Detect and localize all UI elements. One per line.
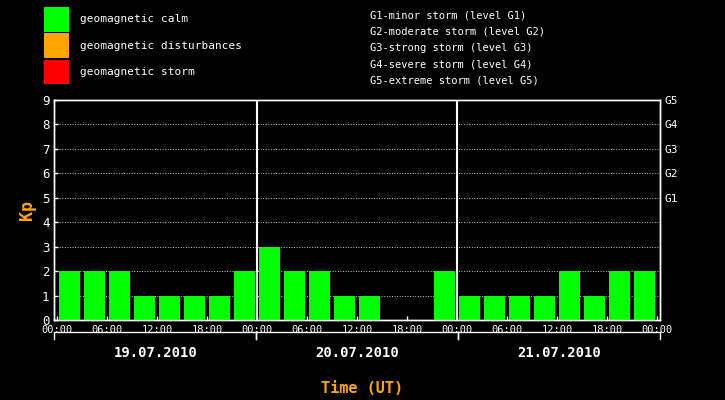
Bar — [509, 296, 530, 320]
Text: G3-strong storm (level G3): G3-strong storm (level G3) — [370, 43, 532, 53]
Bar — [84, 271, 105, 320]
Bar — [359, 296, 380, 320]
Bar — [44, 60, 69, 84]
Text: geomagnetic storm: geomagnetic storm — [80, 67, 194, 77]
Bar — [134, 296, 155, 320]
Text: G2-moderate storm (level G2): G2-moderate storm (level G2) — [370, 27, 544, 37]
Bar — [434, 271, 455, 320]
Text: geomagnetic calm: geomagnetic calm — [80, 14, 188, 24]
Bar — [309, 271, 330, 320]
Bar — [159, 296, 180, 320]
Text: 20.07.2010: 20.07.2010 — [315, 346, 399, 360]
Text: G5-extreme storm (level G5): G5-extreme storm (level G5) — [370, 76, 539, 86]
Bar — [259, 247, 280, 320]
Text: G1-minor storm (level G1): G1-minor storm (level G1) — [370, 10, 526, 20]
Bar — [484, 296, 505, 320]
Bar — [334, 296, 355, 320]
Bar — [584, 296, 605, 320]
Text: G4-severe storm (level G4): G4-severe storm (level G4) — [370, 59, 532, 69]
Bar — [634, 271, 655, 320]
Y-axis label: Kp: Kp — [18, 200, 36, 220]
Bar — [44, 7, 69, 32]
Text: geomagnetic disturbances: geomagnetic disturbances — [80, 41, 241, 51]
Text: 19.07.2010: 19.07.2010 — [113, 346, 197, 360]
Bar — [459, 296, 480, 320]
Bar — [559, 271, 580, 320]
Bar — [44, 34, 69, 58]
Bar — [534, 296, 555, 320]
Text: 21.07.2010: 21.07.2010 — [517, 346, 601, 360]
Bar — [609, 271, 630, 320]
Text: Time (UT): Time (UT) — [321, 381, 404, 396]
Bar — [59, 271, 80, 320]
Bar — [109, 271, 130, 320]
Bar — [284, 271, 305, 320]
Bar — [209, 296, 230, 320]
Bar — [184, 296, 205, 320]
Bar — [234, 271, 255, 320]
